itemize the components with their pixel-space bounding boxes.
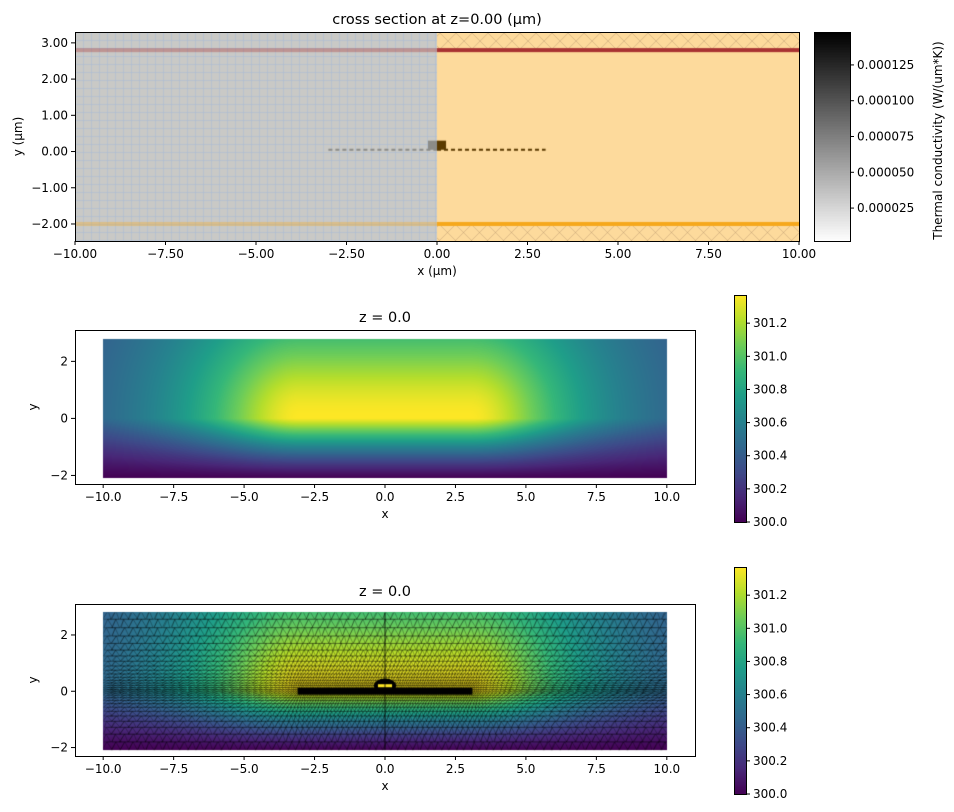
x-tick-label: 0.00 — [424, 247, 451, 261]
y-tick-label: 2 — [60, 354, 68, 368]
plot-title: cross section at z=0.00 (μm) — [332, 12, 542, 28]
x-axis-label: x (μm) — [417, 264, 457, 278]
colorbar-frame — [734, 295, 747, 523]
x-tick-label: 10.0 — [653, 762, 680, 776]
colorbar-tick-label: 300.8 — [753, 382, 787, 396]
x-tick-label: 7.50 — [695, 247, 722, 261]
x-tick-label: −2.5 — [300, 762, 329, 776]
y-tick-label: −1.00 — [31, 181, 68, 195]
colorbar-label: Thermal conductivity (W/(um*K)) — [931, 41, 945, 241]
x-tick-label: 7.5 — [587, 762, 606, 776]
x-tick-label: −5.0 — [230, 490, 259, 504]
x-tick-label: 2.5 — [446, 762, 465, 776]
x-tick-label: 2.5 — [446, 490, 465, 504]
y-tick-label: 3.00 — [41, 36, 68, 50]
axes-frame — [75, 32, 800, 242]
x-tick-label: −10.0 — [85, 490, 122, 504]
colorbar-frame — [814, 32, 851, 242]
y-tick-label: 0 — [60, 411, 68, 425]
plot-title: z = 0.0 — [359, 584, 411, 600]
colorbar-tick-label: 301.2 — [753, 588, 787, 602]
colorbar-tick-label: 0.000075 — [857, 130, 914, 144]
temperature-colorbar-image — [734, 295, 746, 522]
colorbar-frame — [734, 567, 747, 795]
temperature-mesh-plot-image — [75, 604, 695, 756]
x-tick-label: 5.0 — [516, 762, 535, 776]
y-axis-label: y — [26, 676, 40, 683]
colorbar-tick-label: 301.0 — [753, 349, 787, 363]
x-tick-label: −7.50 — [147, 247, 184, 261]
colorbar-tick-label: 300.0 — [753, 787, 787, 801]
colorbar-tick-label: 0.000100 — [857, 94, 914, 108]
colorbar-tick-label: 301.2 — [753, 316, 787, 330]
colorbar-tick-label: 300.8 — [753, 654, 787, 668]
colorbar-tick-label: 300.4 — [753, 721, 787, 735]
x-tick-label: −5.00 — [238, 247, 275, 261]
y-tick-label: −2.00 — [31, 217, 68, 231]
x-tick-label: 10.0 — [653, 490, 680, 504]
y-tick-label: 1.00 — [41, 108, 68, 122]
axes-frame — [75, 330, 696, 485]
x-tick-label: −2.5 — [300, 490, 329, 504]
colorbar-tick-label: 0.000025 — [857, 201, 914, 215]
colorbar-tick-label: 300.6 — [753, 688, 787, 702]
colorbar-tick-label: 300.4 — [753, 449, 787, 463]
structure-plot-image — [75, 32, 799, 241]
plot-title: z = 0.0 — [359, 310, 411, 326]
colorbar-tick-label: 0.000125 — [857, 58, 914, 72]
axes-frame — [75, 604, 696, 757]
y-tick-label: 2.00 — [41, 72, 68, 86]
colorbar-tick-label: 300.0 — [753, 515, 787, 529]
colorbar-tick-label: 0.000050 — [857, 165, 914, 179]
x-tick-label: −10.0 — [85, 762, 122, 776]
colorbar-tick-label: 301.0 — [753, 621, 787, 635]
conductivity-colorbar-image — [814, 32, 850, 241]
x-tick-label: 5.00 — [605, 247, 632, 261]
x-tick-label: 7.5 — [587, 490, 606, 504]
x-tick-label: −7.5 — [159, 490, 188, 504]
x-tick-label: 2.50 — [514, 247, 541, 261]
temperature-mesh-colorbar-image — [734, 567, 746, 794]
y-tick-label: 2 — [60, 628, 68, 642]
colorbar-tick-label: 300.6 — [753, 416, 787, 430]
x-tick-label: 0.0 — [375, 762, 394, 776]
y-axis-label: y (μm) — [11, 117, 25, 157]
y-tick-label: −2 — [50, 741, 68, 755]
x-tick-label: −7.5 — [159, 762, 188, 776]
colorbar-tick-label: 300.2 — [753, 754, 787, 768]
y-tick-label: 0.00 — [41, 145, 68, 159]
x-tick-label: −2.50 — [328, 247, 365, 261]
x-axis-label: x — [381, 779, 388, 793]
colorbar-tick-label: 300.2 — [753, 482, 787, 496]
y-tick-label: 0 — [60, 684, 68, 698]
x-tick-label: 0.0 — [375, 490, 394, 504]
y-tick-label: −2 — [50, 468, 68, 482]
x-tick-label: −5.0 — [230, 762, 259, 776]
y-axis-label: y — [26, 403, 40, 410]
x-axis-label: x — [381, 507, 388, 521]
x-tick-label: 10.00 — [782, 247, 816, 261]
temperature-plot-image — [75, 330, 695, 484]
x-tick-label: 5.0 — [516, 490, 535, 504]
x-tick-label: −10.00 — [53, 247, 97, 261]
